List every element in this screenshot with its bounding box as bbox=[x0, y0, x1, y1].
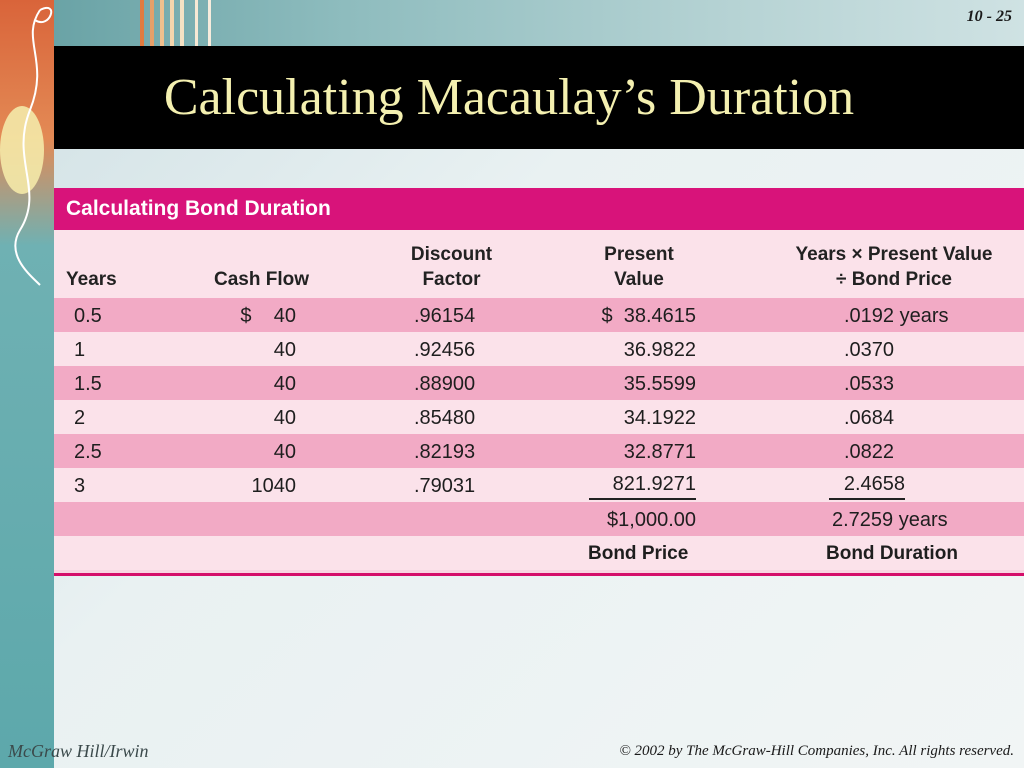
total-row: $1,000.00 2.7259 years bbox=[54, 502, 1024, 536]
cell-present-value: 35.5599 bbox=[623, 373, 696, 395]
table-row: 2.5 40 .82193 32.8771 .0822 bbox=[54, 434, 1024, 468]
cell-weighted: .0370 bbox=[844, 339, 895, 361]
swirl-decoration-icon bbox=[0, 7, 53, 286]
table-row: 1.5 40 .88900 35.5599 .0533 bbox=[54, 366, 1024, 400]
cell-weighted: .0822 bbox=[844, 441, 895, 463]
cell-years: 2.5 bbox=[74, 441, 102, 463]
cell-discount-factor: .79031 bbox=[414, 475, 476, 497]
cell-years: 1.5 bbox=[74, 373, 102, 395]
cell-present-value: 32.8771 bbox=[623, 441, 696, 463]
cell-cash-flow: $ 40 bbox=[240, 305, 296, 327]
bond-price-label: Bond Price bbox=[588, 543, 689, 564]
cell-discount-factor: .92456 bbox=[414, 339, 476, 361]
cell-weighted: .0684 bbox=[844, 407, 895, 429]
cell-discount-factor: .88900 bbox=[414, 373, 476, 395]
cell-discount-factor: .85480 bbox=[414, 407, 476, 429]
bond-duration-label: Bond Duration bbox=[826, 543, 958, 564]
cell-cash-flow: 40 bbox=[273, 407, 296, 429]
col-header-weighted-years: Years × Present Value ÷ Bond Price bbox=[795, 244, 993, 290]
cell-years: 0.5 bbox=[74, 305, 102, 327]
cell-cash-flow: 40 bbox=[273, 373, 296, 395]
stripes-decoration-icon bbox=[140, 0, 211, 46]
col-header-cash-flow: Cash Flow bbox=[213, 269, 309, 290]
cell-weighted: 2.4658 bbox=[829, 468, 905, 500]
table-row: 3 1040 .79031 821.9271 2.4658 bbox=[54, 468, 1024, 502]
slide-number: 10 - 25 bbox=[966, 8, 1012, 25]
table-row: 0.5 $ 40 .96154 $ 38.4615 .0192 years bbox=[54, 298, 1024, 332]
cell-discount-factor: .96154 bbox=[414, 305, 476, 327]
cell-years: 3 bbox=[74, 475, 86, 497]
col-header-present-value: Present Value bbox=[604, 244, 674, 290]
page-title: Calculating Macaulay’s Duration bbox=[163, 69, 855, 126]
label-row: Bond Price Bond Duration bbox=[54, 536, 1024, 570]
table-row: 2 40 .85480 34.1922 .0684 bbox=[54, 400, 1024, 434]
cell-years: 2 bbox=[74, 407, 86, 429]
cell-weighted: .0533 bbox=[844, 373, 895, 395]
total-duration: 2.7259 years bbox=[832, 509, 948, 531]
footer-copyright: © 2002 by The McGraw-Hill Companies, Inc… bbox=[619, 743, 1014, 759]
footer-publisher: McGraw Hill/Irwin bbox=[8, 741, 149, 761]
cell-cash-flow: 40 bbox=[273, 339, 296, 361]
cell-weighted: .0192 years bbox=[844, 305, 949, 327]
cell-years: 1 bbox=[74, 339, 86, 361]
total-present-value: $1,000.00 bbox=[607, 509, 696, 531]
table-heading: Calculating Bond Duration bbox=[54, 188, 1024, 230]
cell-cash-flow: 1040 bbox=[251, 475, 297, 497]
cell-cash-flow: 40 bbox=[273, 441, 296, 463]
cell-present-value: 821.9271 bbox=[589, 468, 696, 500]
col-header-discount-factor: Discount Factor bbox=[410, 244, 493, 290]
column-header-row: Years Cash Flow Discount Factor Present … bbox=[54, 230, 1024, 298]
table-row: 1 40 .92456 36.9822 .0370 bbox=[54, 332, 1024, 366]
cell-present-value: 36.9822 bbox=[623, 339, 696, 361]
duration-table: Calculating Bond Duration Years Cash Flo… bbox=[54, 188, 1024, 576]
col-header-years: Years bbox=[66, 269, 117, 290]
cell-discount-factor: .82193 bbox=[414, 441, 476, 463]
cell-present-value: 34.1922 bbox=[623, 407, 696, 429]
top-decorative-strip bbox=[54, 0, 1024, 46]
cell-present-value: $ 38.4615 bbox=[601, 305, 696, 327]
title-bar: Calculating Macaulay’s Duration bbox=[54, 46, 1024, 149]
